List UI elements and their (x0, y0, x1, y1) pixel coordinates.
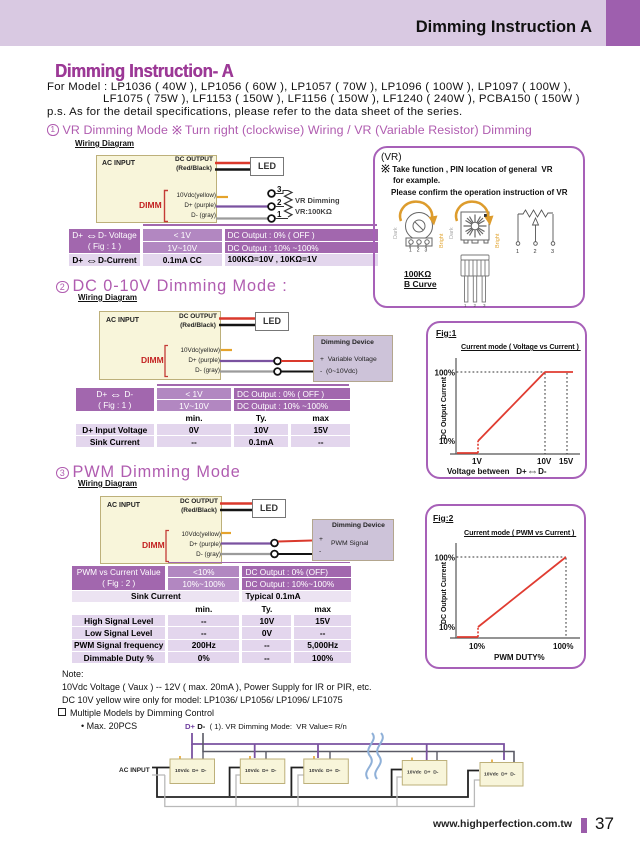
svg-text:15V: 15V (559, 457, 574, 466)
svg-text:Dark: Dark (449, 227, 455, 239)
svg-text:1V: 1V (472, 457, 482, 466)
svg-text:123: 123 (464, 303, 493, 308)
svg-text:2: 2 (534, 249, 537, 255)
svg-text:DC Output Current: DC Output Current (441, 376, 448, 439)
svg-text:1: 1 (277, 210, 282, 219)
svg-text:DC Output Current: DC Output Current (441, 561, 448, 624)
svg-text:2: 2 (277, 198, 282, 207)
svg-text:3: 3 (551, 249, 554, 255)
svg-text:Voltage between D+⇔D-: Voltage between D+⇔D- (447, 466, 547, 478)
svg-text:1: 1 (516, 249, 519, 255)
svg-text:10%: 10% (439, 437, 455, 446)
svg-text:3: 3 (277, 185, 282, 194)
svg-text:10V: 10V (537, 457, 552, 466)
svg-text:123: 123 (409, 248, 432, 254)
svg-text:10%: 10% (469, 642, 485, 651)
svg-text:10Vdc D+ D-: 10Vdc D+ D- (245, 768, 277, 774)
svg-text:10%: 10% (439, 623, 455, 632)
svg-text:Bright: Bright (495, 233, 501, 248)
svg-text:10Vdc D+ D-: 10Vdc D+ D- (484, 772, 516, 778)
svg-text:Bright: Bright (439, 233, 445, 248)
svg-text:Dark: Dark (393, 227, 399, 239)
svg-text:100%: 100% (435, 554, 455, 563)
svg-text:10Vdc D+ D-: 10Vdc D+ D- (309, 768, 341, 774)
svg-text:PWM DUTY%: PWM DUTY% (494, 653, 545, 662)
svg-text:10Vdc D+ D-: 10Vdc D+ D- (407, 770, 439, 776)
svg-text:100%: 100% (553, 642, 573, 651)
svg-text:100%: 100% (435, 369, 455, 378)
svg-text:10Vdc D+ D-: 10Vdc D+ D- (175, 768, 207, 774)
